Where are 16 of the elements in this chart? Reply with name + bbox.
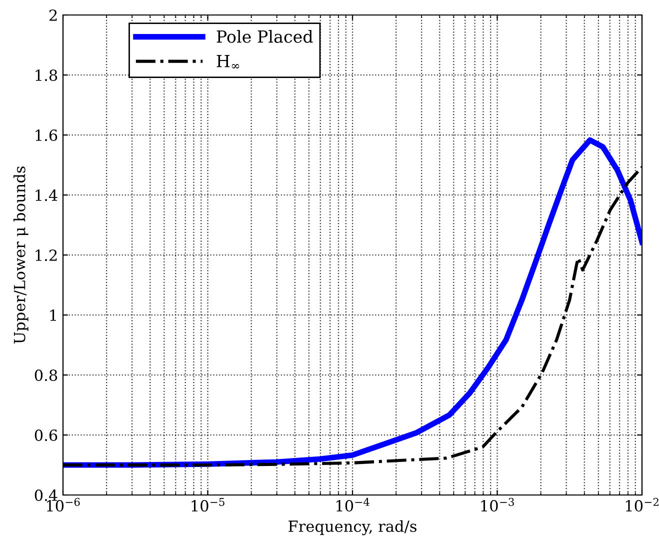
legend-label: H$_{∞}$	[216, 54, 240, 68]
y-tick-label: 1.6	[36, 129, 58, 142]
y-axis-title: Upper/Lower μ bounds	[14, 166, 28, 344]
x-tick-label: 10$^{−5}$	[192, 498, 224, 512]
y-tick-label: 2	[49, 9, 57, 21]
y-tick-label: 1.8	[36, 69, 58, 82]
legend-label: Pole Placed	[216, 30, 313, 43]
y-tick-label: 1.4	[36, 189, 58, 202]
y-tick-label: 0.8	[34, 369, 58, 382]
x-tick-label: 10$^{−2}$	[626, 498, 658, 512]
x-tick-label: 10$^{−3}$	[481, 498, 514, 512]
y-tick-label: 0.6	[34, 429, 58, 442]
x-axis-title: Frequency, rad/s	[288, 520, 416, 536]
y-tick-label: 1.2	[36, 249, 57, 262]
y-tick-label: 1	[50, 309, 56, 321]
x-tick-label: 10$^{−4}$	[336, 498, 370, 512]
